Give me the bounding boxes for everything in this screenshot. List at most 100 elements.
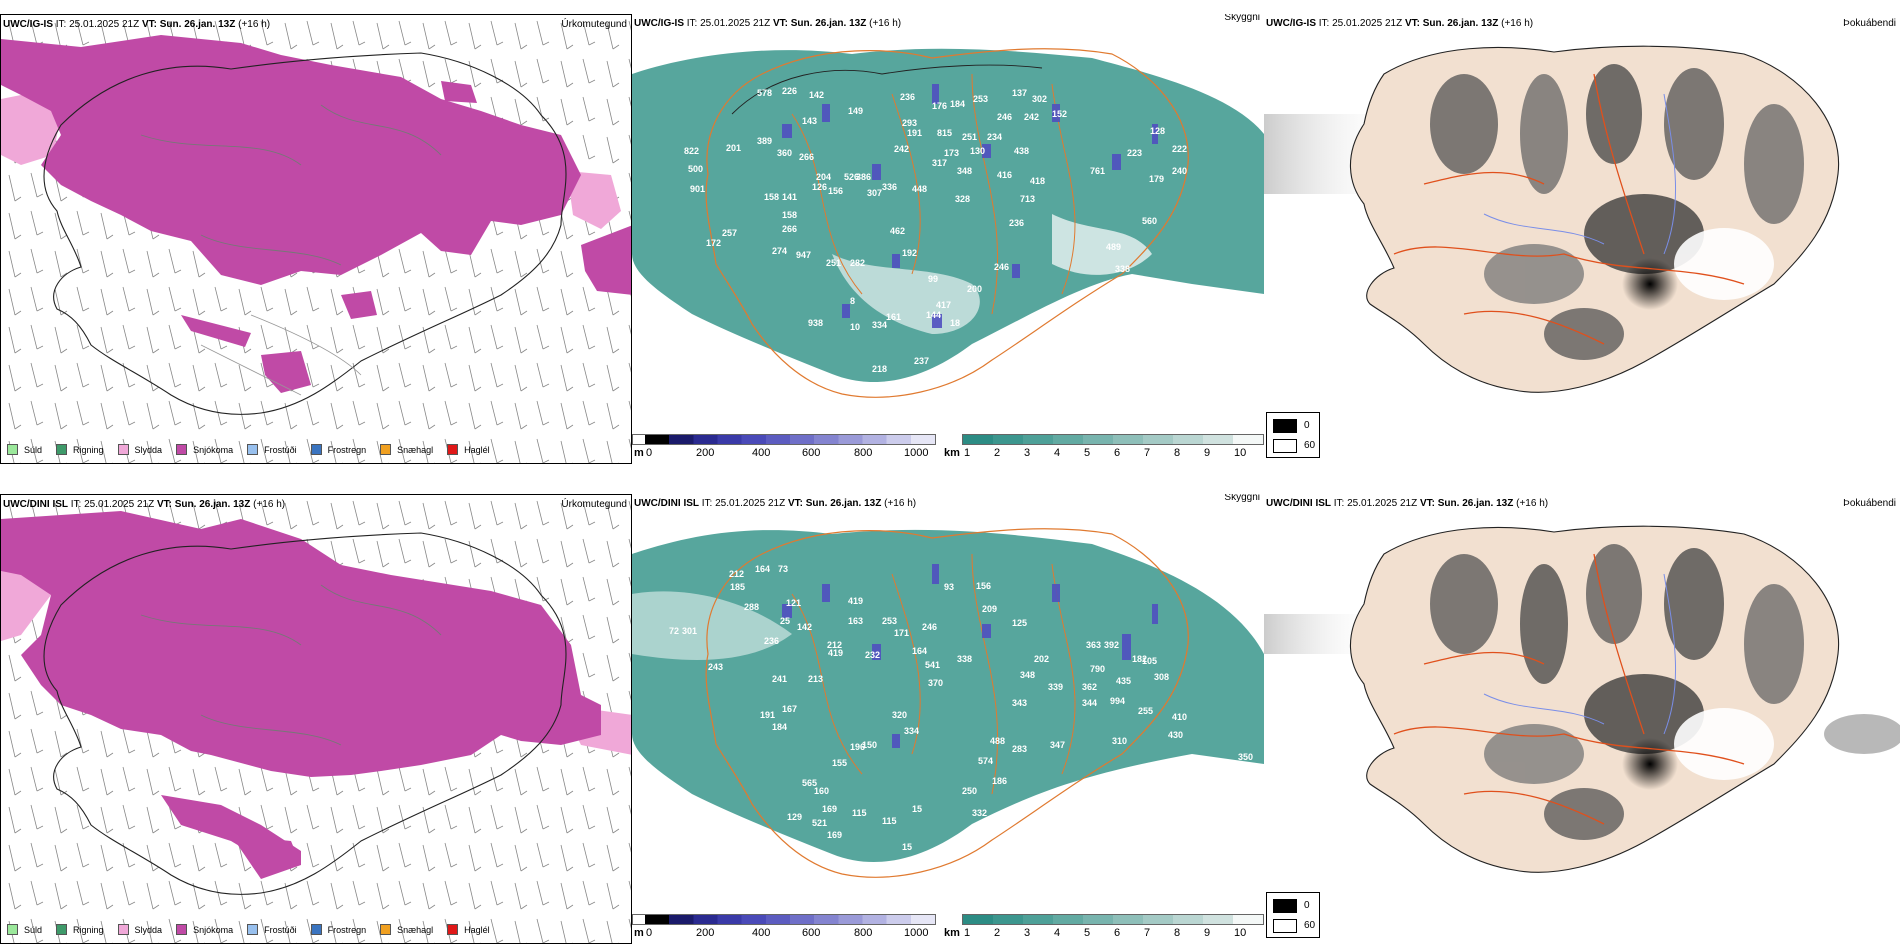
panel-label: Úrkomutegund [561, 19, 627, 30]
swatch [1273, 419, 1297, 433]
legend-item-frostudi: Frostúði [247, 444, 297, 455]
legend-item-frostregn: Frostregn [310, 444, 366, 455]
swatch [56, 444, 68, 455]
peak-label: 790 [1090, 664, 1105, 674]
peak-label: 438 [1014, 146, 1029, 156]
swatch [310, 924, 322, 935]
peak-label: 60 [874, 868, 884, 878]
peak-label: 186 [992, 776, 1007, 786]
swatch [176, 444, 188, 455]
swatch [56, 924, 68, 935]
legend-item-rigning: Rigning [56, 924, 104, 935]
peak-label: 163 [848, 616, 863, 626]
colorbar-unit: m [634, 447, 644, 459]
peak-label: 121 [786, 598, 801, 608]
peak-label: 541 [925, 660, 940, 670]
swatch [447, 924, 459, 935]
legend-item-haglel: Haglél [447, 924, 490, 935]
peak-label: 302 [1032, 94, 1047, 104]
swatch [117, 444, 129, 455]
peak-label: 129 [787, 812, 802, 822]
colorbar-gradient [632, 914, 936, 925]
panel-title: UWC/IG-IS IT: 25.01.2025 21Z VT: Sun. 26… [1266, 18, 1534, 29]
legend-item-frostregn: Frostregn [310, 924, 366, 935]
peak-label: 212 [827, 640, 842, 650]
peak-label: 128 [1150, 126, 1165, 136]
peak-label: 418 [1030, 176, 1045, 186]
peak-label: 332 [972, 808, 987, 818]
cloud-map: 212 164 73 185 288 121 419 93 156 301 25… [632, 528, 1264, 878]
peak-label: 93 [944, 582, 954, 592]
peak-label: 236 [900, 92, 915, 102]
peak-label: 149 [848, 106, 863, 116]
cloud-panel-row2: UWC/DINI ISL IT: 25.01.2025 21Z VT: Sun.… [632, 494, 1264, 944]
precip-type-legend: Súld Rigning Slydda Snjókoma Frostúði Fr… [7, 924, 504, 935]
peak-label: 202 [1034, 654, 1049, 664]
peak-label: 63 [894, 866, 904, 876]
peak-label: 150 [862, 740, 877, 750]
tick-label: 5 [1084, 447, 1091, 459]
peak-label: 213 [808, 674, 823, 684]
peak-label: 328 [955, 194, 970, 204]
tick-label: 10 [1234, 447, 1247, 459]
peak-label: 222 [1172, 144, 1187, 154]
colorbar-gradient [962, 434, 1264, 445]
peak-label: 234 [987, 132, 1002, 142]
peak-label: 448 [912, 184, 927, 194]
dew-panel-row1: UWC/IG-IS IT: 25.01.2025 21Z VT: Sun. 26… [1264, 14, 1900, 464]
swatch [1273, 899, 1297, 913]
peak-label: 243 [708, 662, 723, 672]
tick-label: 1000 [904, 927, 929, 939]
peak-label: 761 [1090, 166, 1105, 176]
peak-label: 152 [1052, 109, 1067, 119]
tick-label: 1 [964, 927, 971, 939]
dew-map [1264, 45, 1840, 393]
tick-label: 1 [964, 447, 971, 459]
peak-label: 240 [1172, 166, 1187, 176]
peak-label: 288 [744, 602, 759, 612]
swatch [310, 444, 322, 455]
peak-label: 283 [1012, 744, 1027, 754]
peak-label: 251 [962, 132, 977, 142]
peak-label: 253 [882, 616, 897, 626]
peak-label: 822 [684, 146, 699, 156]
peak-label: 362 [1082, 682, 1097, 692]
tick-label: 3 [1024, 447, 1031, 459]
peak-label: 179 [1149, 174, 1164, 184]
peak-label: 462 [890, 226, 905, 236]
precip-type-legend: Súld Rigning Slydda Snjókoma Frostúði Fr… [7, 444, 504, 455]
peak-label: 242 [1024, 112, 1039, 122]
peak-label: 489 [1106, 242, 1121, 252]
peak-label: 158 [764, 192, 779, 202]
panel-label: Skyggni [1224, 494, 1260, 503]
peak-label: 348 [1020, 670, 1035, 680]
peak-label: 241 [772, 674, 787, 684]
peak-label: 339 [1048, 682, 1063, 692]
peak-label: 236 [1009, 218, 1024, 228]
fog-legend-row2: 0 60 [1266, 892, 1320, 938]
tick-label: 8 [1174, 927, 1181, 939]
legend-item-snaehagl: Snæhagl [380, 924, 433, 935]
colorbar-gradient [632, 434, 936, 445]
peak-label: 419 [828, 648, 843, 658]
tick-label: 2 [994, 447, 1001, 459]
peak-labels: 212 164 73 185 288 121 419 93 156 301 25… [669, 564, 1253, 878]
peak-label: 226 [782, 86, 797, 96]
peak-label: 994 [1110, 696, 1125, 706]
peak-label: 184 [950, 99, 965, 109]
tick-label: 200 [696, 447, 715, 459]
peak-label: 417 [936, 300, 951, 310]
tick-label: 200 [696, 927, 715, 939]
peak-label: 171 [894, 628, 909, 638]
panel-label: Úrkomutegund [561, 499, 627, 510]
height-colorbar-row1: m 0 200 400 600 800 1000 [632, 434, 936, 462]
legend-item-haglel: Haglél [447, 444, 490, 455]
tick-label: 800 [854, 447, 873, 459]
peak-label: 336 [882, 182, 897, 192]
peak-label: 196 [850, 742, 865, 752]
peak-label: 334 [904, 726, 919, 736]
peak-label: 242 [894, 144, 909, 154]
peak-label: 338 [1115, 264, 1130, 274]
panel-label: Þokuábendi [1843, 18, 1896, 29]
peak-label: 526 [844, 172, 859, 182]
